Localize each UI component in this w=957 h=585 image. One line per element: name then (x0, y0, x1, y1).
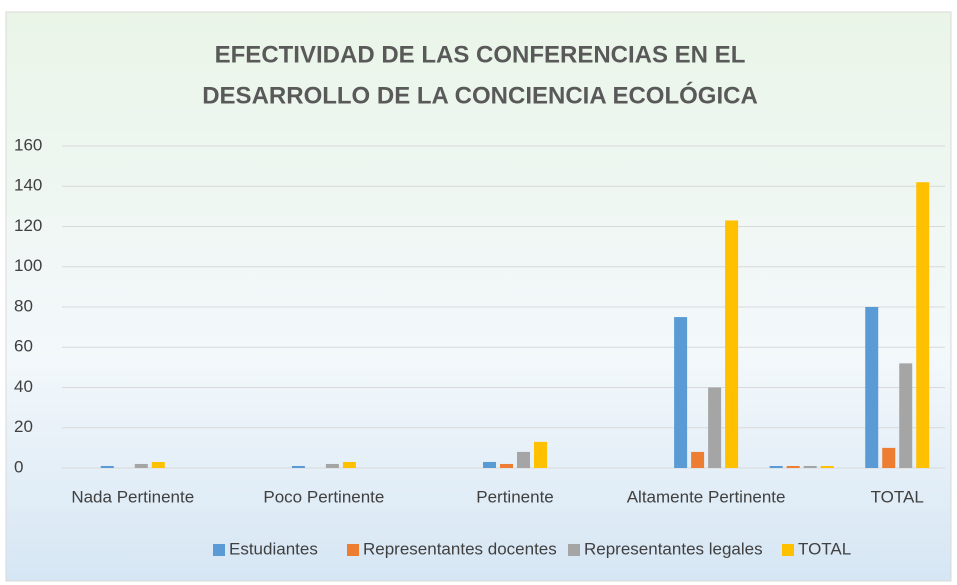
bar (517, 451, 530, 468)
x-tick-label: Nada Pertinente (71, 487, 194, 506)
x-tick-label: Pertinente (476, 487, 554, 506)
y-tick-label: 40 (14, 377, 33, 396)
bar (865, 307, 879, 468)
legend-label: Representantes legales (584, 539, 763, 558)
bar (500, 463, 513, 468)
bar (151, 461, 165, 468)
bar (134, 463, 148, 468)
bar (342, 461, 356, 468)
bar (674, 317, 688, 468)
chart-title: DESARROLLO DE LA CONCIENCIA ECOLÓGICA (202, 81, 758, 109)
legend-swatch (347, 544, 359, 556)
legend-label: Estudiantes (229, 539, 318, 558)
bar (483, 461, 496, 468)
bar (291, 465, 305, 468)
y-tick-label: 80 (14, 296, 33, 315)
legend-swatch (782, 544, 794, 556)
y-tick-label: 20 (14, 417, 33, 436)
y-tick-label: 100 (14, 256, 42, 275)
bar (534, 441, 547, 468)
bar (786, 465, 800, 468)
bar (691, 451, 705, 468)
bar (882, 447, 896, 468)
bar (769, 465, 783, 468)
y-tick-label: 120 (14, 216, 42, 235)
y-tick-label: 60 (14, 337, 33, 356)
bar (325, 463, 339, 468)
bar (725, 220, 739, 468)
y-tick-label: 0 (14, 457, 23, 476)
x-tick-label: Altamente Pertinente (627, 487, 786, 506)
chart-title: EFECTIVIDAD DE LAS CONFERENCIAS EN EL (215, 41, 746, 68)
bar (708, 387, 722, 468)
bar (916, 182, 930, 468)
bar (820, 465, 834, 468)
legend-label: TOTAL (798, 539, 851, 558)
y-tick-label: 140 (14, 176, 42, 195)
bar (100, 465, 114, 468)
bar (803, 465, 817, 468)
x-tick-label: TOTAL (871, 487, 924, 506)
legend-swatch (213, 544, 225, 556)
legend-swatch (568, 544, 580, 556)
y-tick-label: 160 (14, 135, 42, 154)
legend-label: Representantes docentes (363, 539, 557, 558)
chart-background (5, 11, 952, 582)
x-tick-label: Poco Pertinente (263, 487, 384, 506)
bar (899, 363, 913, 468)
